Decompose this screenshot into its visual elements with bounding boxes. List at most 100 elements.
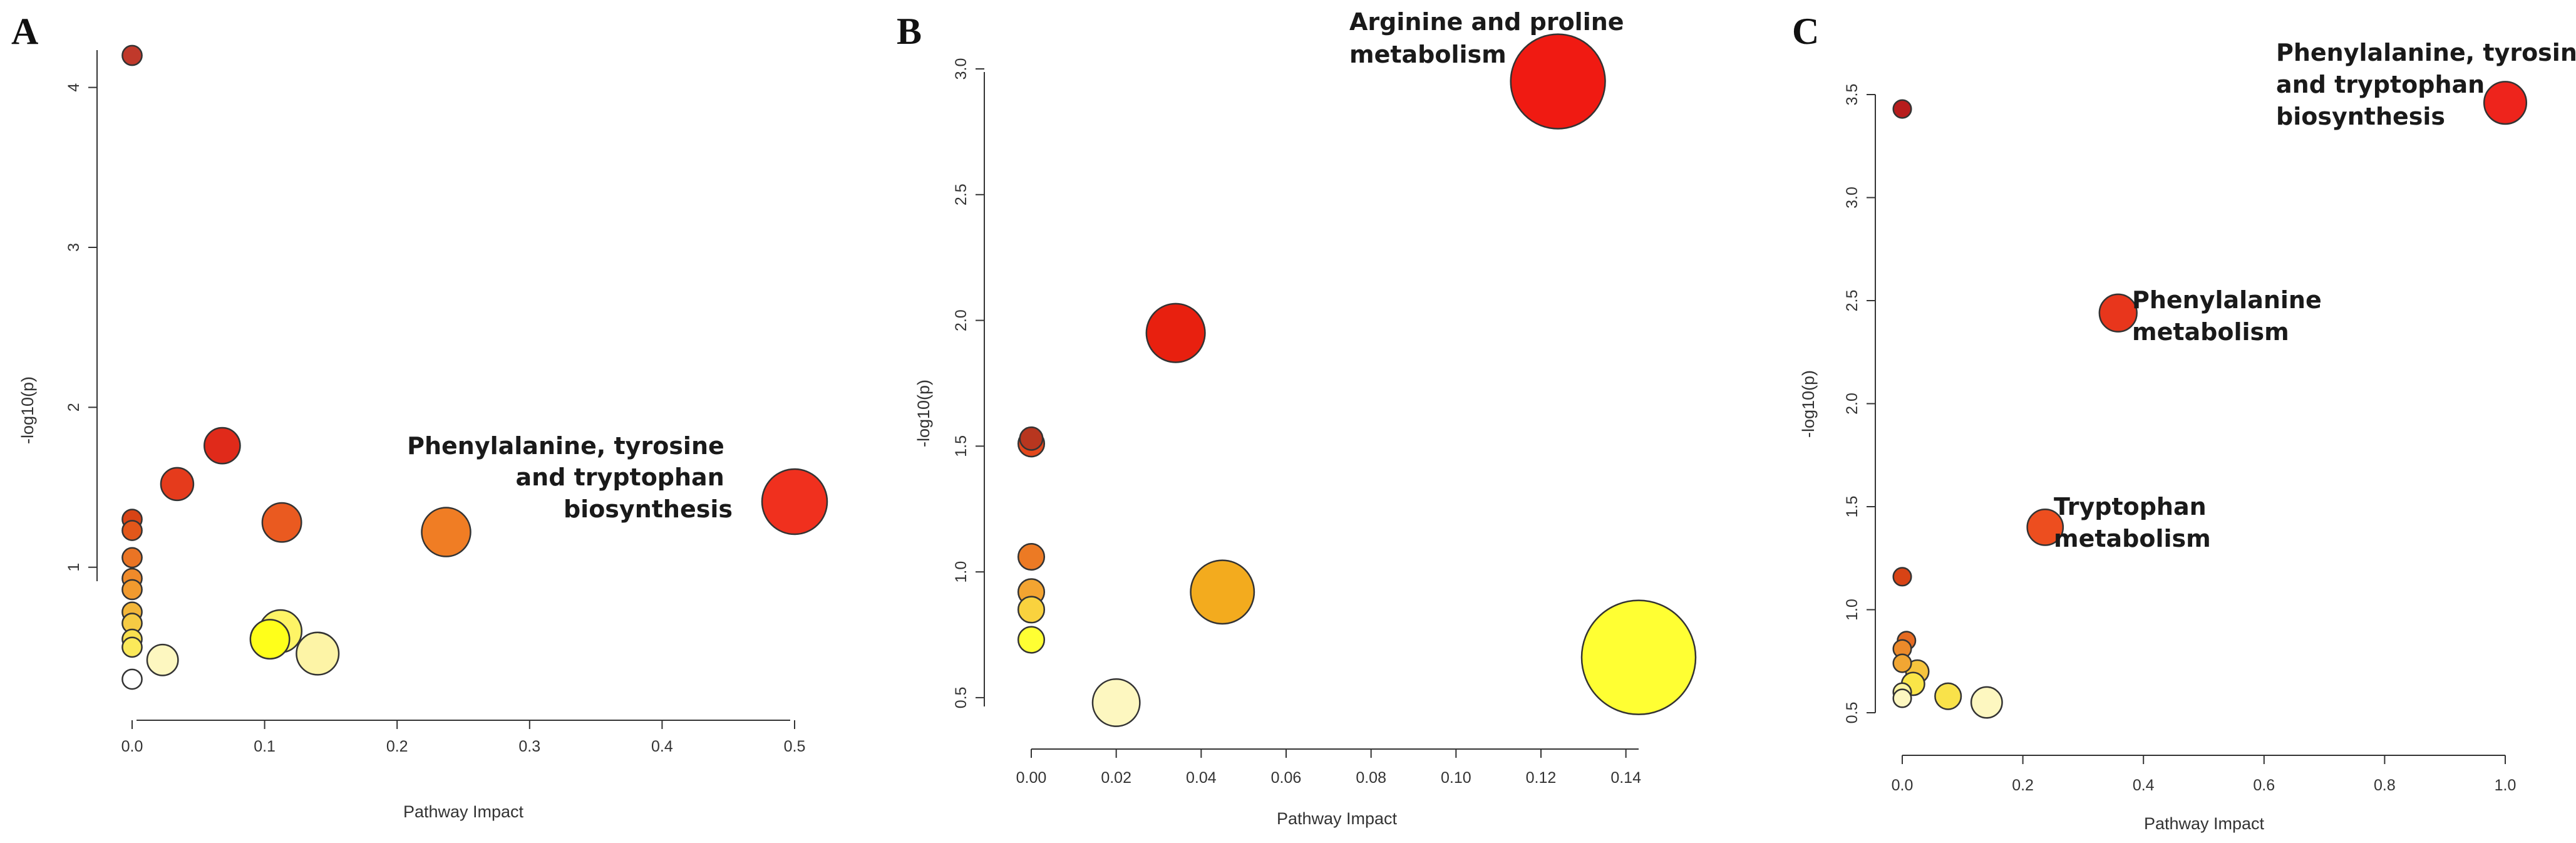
panel-a-bubble-18: [249, 619, 291, 660]
panel-c-bubble-12: [2026, 509, 2064, 546]
panel-a-x-tick-label: 0.3: [518, 738, 540, 755]
panel-a-x-tick-label: 0.2: [386, 738, 408, 755]
panel-a-bubble-15: [421, 507, 471, 557]
panel-c-annotation-1-line-1: Phenylalanine, tyrosine: [2276, 39, 2576, 66]
panel-b-y-tick-label: 0.5: [952, 687, 970, 709]
panel-b-y-tick-label: 1.5: [952, 435, 970, 457]
panel-c-bubble-9: [1892, 688, 1912, 708]
panel-b-label: B: [897, 11, 922, 52]
panel-c-annotation-1-line-3: biosynthesis: [2276, 103, 2445, 130]
panel-c-y-tick-label: 2.5: [1843, 290, 1861, 312]
panel-b-annotation-line-1: Arginine and proline: [1349, 8, 1624, 36]
panel-c-annotation-2-line-2: metabolism: [2132, 318, 2289, 346]
panel-a-y-tick-label: 4: [65, 83, 83, 92]
panel-c-x-title: Pathway Impact: [2144, 814, 2265, 833]
panel-a-x-ticks: 0.0 0.1 0.2 0.3 0.4 0.5: [121, 720, 806, 755]
panel-c-annotation-2-line-1: Phenylalanine: [2132, 286, 2322, 314]
panel-c-y-tick-label: 1.0: [1843, 599, 1861, 621]
panel-a-points: [121, 44, 828, 690]
panel-c-y-tick-label: 3.5: [1843, 84, 1861, 106]
panel-c-bubble-14: [2483, 81, 2528, 125]
panel-b-bubble-6: [1017, 626, 1046, 654]
panel-c-annotation-phenylalanine-metabolism: Phenylalanine metabolism: [2132, 286, 2330, 346]
panel-b-annotation-arginine-proline: Arginine and proline metabolism: [1349, 8, 1632, 68]
panel-c-annotation-phe-tyr-trp-biosynthesis: Phenylalanine, tyrosine and tryptophan b…: [2276, 39, 2576, 130]
panel-c-x-ticks: 0.0 0.2 0.4 0.6 0.8 1.0: [1892, 755, 2517, 794]
panel-a-y-ticks: 1 2 3 4: [65, 83, 97, 572]
panel-c-annotation-3-line-1: Tryptophan: [2054, 493, 2207, 520]
panel-b-annotation-line-2: metabolism: [1349, 41, 1507, 68]
panel-a-bubble-3: [121, 520, 143, 541]
panel-b-y-tick-label: 1.0: [952, 561, 970, 583]
panel-c-x-tick-label: 0.6: [2253, 777, 2275, 794]
panel-c-x-tick-label: 0.8: [2374, 777, 2396, 794]
panel-b-x-tick-label: 0.02: [1101, 769, 1131, 787]
panel-a-bubble-1: [121, 44, 143, 66]
panel-b-x-tick-label: 0.00: [1016, 769, 1047, 787]
panel-a-bubble-17: [146, 643, 179, 676]
panel-a-bubble-13: [204, 427, 241, 465]
panel-b-x-tick-label: 0.12: [1526, 769, 1557, 787]
panel-c-bubble-10: [1934, 682, 1962, 710]
panel-b-bubble-1: [1019, 426, 1044, 451]
panel-b-bubble-5: [1017, 596, 1046, 624]
panel-b-bubble-7: [1091, 678, 1141, 727]
panel-b-bubble-9: [1190, 559, 1255, 625]
panel-c-bubble-13: [2098, 293, 2138, 333]
panel-c-bubble-2: [1892, 567, 1912, 587]
panel-a-label: A: [11, 11, 38, 52]
panel-a-y-tick-label: 2: [65, 403, 83, 411]
panel-c-x-tick-label: 0.2: [2012, 777, 2034, 794]
panel-a-bubble-6: [121, 579, 143, 601]
panel-a-annotation-phe-tyr-trp-biosynthesis: Phenylalanine, tyrosine and tryptophan b…: [407, 432, 733, 523]
panel-b-bubble-3: [1017, 542, 1046, 571]
panel-b-x-tick-label: 0.06: [1271, 769, 1302, 787]
panel-a-bubble-11: [121, 668, 143, 690]
panel-c-annotation-tryptophan-metabolism: Tryptophan metabolism: [2054, 493, 2215, 552]
panel-b-points: [1017, 33, 1697, 727]
panel-b-x-tick-label: 0.04: [1186, 769, 1217, 787]
panel-a-annotation-line-3: biosynthesis: [564, 495, 733, 523]
panel-a-bubble-12: [160, 467, 195, 502]
panel-a-y-tick-label: 3: [65, 243, 83, 252]
panel-a-bubble-4: [121, 547, 143, 569]
panel-b-y-tick-label: 2.5: [952, 184, 970, 205]
panel-a-annotation-line-2: and tryptophan: [516, 463, 724, 491]
panel-b-y-tick-label: 3.0: [952, 58, 970, 80]
panel-a: A 1 2 3 4 0.0 0.1 0.2 0.3 0.4 0.5 Pathway Impact…: [11, 11, 828, 821]
panel-b-x-ticks: 0.00 0.02 0.04 0.06 0.08 0.10 0.12 0.14: [1016, 749, 1641, 787]
panel-c-y-tick-label: 0.5: [1843, 702, 1861, 724]
panel-c-annotation-1-line-2: and tryptophan: [2276, 71, 2485, 98]
panel-c-bubble-11: [1970, 686, 2003, 719]
panel-b-y-ticks: 0.5 1.0 1.5 2.0 2.5 3.0: [952, 58, 984, 709]
panel-a-bubble-14: [261, 502, 302, 543]
panel-a-bubble-20: [296, 631, 340, 676]
panel-a-bubble-10: [121, 636, 143, 658]
panel-b-bubble-10: [1510, 33, 1606, 130]
panel-a-bubble-16: [761, 468, 828, 535]
panel-b-x-tick-label: 0.08: [1356, 769, 1386, 787]
panel-c-y-title: -log10(p): [1799, 370, 1818, 438]
panel-c-y-tick-label: 1.5: [1843, 496, 1861, 518]
panel-c-points: [1892, 81, 2528, 719]
panel-c-x-tick-label: 0.0: [1892, 777, 1914, 794]
panel-c-y-tick-label: 2.0: [1843, 393, 1861, 415]
panel-b: B 0.51.01.52.02.53.0 0.00 0.02 0.04 0.06 0.0…: [897, 8, 1697, 828]
panel-c-bubble-1: [1892, 99, 1912, 119]
panel-c-x-tick-label: 0.4: [2133, 777, 2155, 794]
panel-c-y-tick-label: 3.0: [1843, 187, 1861, 209]
panel-b-x-title: Pathway Impact: [1277, 809, 1398, 828]
panel-a-x-tick-label: 0.1: [254, 738, 276, 755]
panel-c-label: C: [1792, 11, 1819, 52]
panel-c-annotation-3-line-2: metabolism: [2054, 525, 2211, 552]
panel-a-x-title: Pathway Impact: [403, 802, 524, 821]
panel-b-x-tick-label: 0.10: [1441, 769, 1471, 787]
panel-a-x-tick-label: 0.5: [784, 738, 806, 755]
panel-c-y-ticks: 0.5 1.0 1.5 2.0 2.5 3.0 3.5: [1843, 84, 1875, 724]
panel-c-x-tick-label: 1.0: [2495, 777, 2517, 794]
panel-b-y-tick-label: 2.0: [952, 309, 970, 331]
panel-a-x-tick-label: 0.0: [121, 738, 143, 755]
panel-b-x-tick-label: 0.14: [1610, 769, 1641, 787]
panel-b-y-title: -log10(p): [914, 380, 933, 447]
